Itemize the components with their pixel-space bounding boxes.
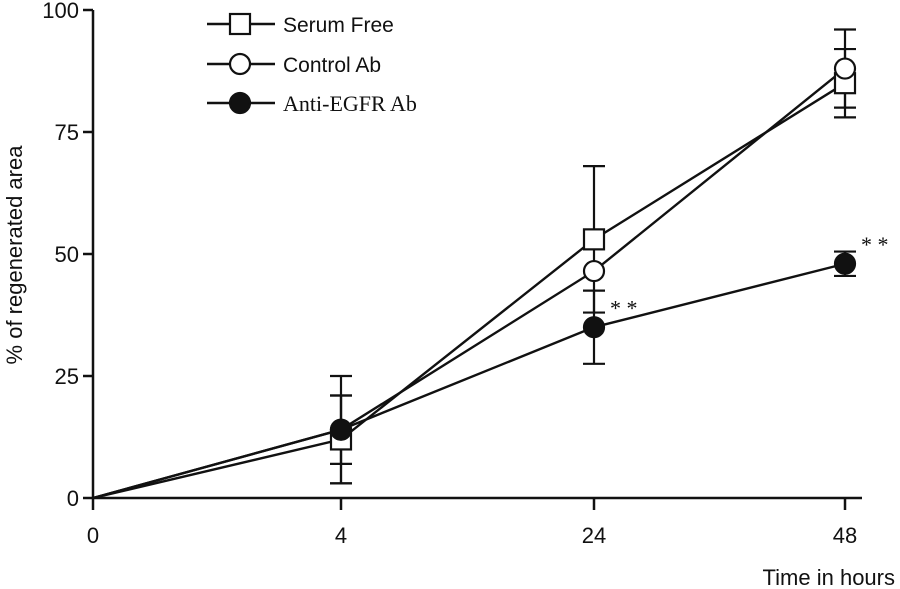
series-control-ab — [92, 28, 856, 500]
legend-marker — [228, 52, 252, 76]
data-point — [582, 316, 606, 339]
series-line — [92, 82, 846, 500]
legend-marker — [228, 12, 252, 36]
significance-annotation: * * — [861, 232, 889, 257]
y-tick-label: 25 — [55, 364, 79, 389]
legend-entry: Anti-EGFR Ab — [207, 91, 417, 116]
axes: 0 25 50 75 100 0 4 24 48 — [42, 0, 862, 548]
legend-entry: Serum Free — [207, 12, 394, 37]
legend-marker — [228, 91, 252, 115]
y-tick-label: 0 — [67, 486, 79, 511]
y-axis-title: % of regenerated area — [2, 145, 27, 365]
series-markers — [329, 72, 857, 451]
significance-annotation: * * — [610, 296, 638, 321]
data-point — [582, 228, 606, 251]
legend-label: Anti-EGFR Ab — [283, 91, 417, 116]
x-tick-label: 24 — [582, 523, 606, 548]
series-serum-free — [92, 47, 856, 500]
series-markers — [329, 252, 857, 441]
data-point — [582, 259, 606, 283]
legend-entry: Control Ab — [207, 52, 381, 77]
x-tick-label: 48 — [833, 523, 857, 548]
data-point — [833, 57, 857, 80]
series-anti-egfr-ab — [92, 250, 856, 500]
legend-label: Control Ab — [283, 54, 381, 77]
legend-label: Serum Free — [283, 14, 394, 37]
x-tick-label: 4 — [335, 523, 347, 548]
y-tick-label: 100 — [42, 0, 79, 23]
y-tick-label: 50 — [55, 242, 79, 267]
x-tick-label: 0 — [87, 523, 99, 548]
data-point — [833, 252, 857, 275]
x-axis-title: Time in hours — [763, 565, 895, 589]
legend: Serum Free Control Ab Anti-EGFR Ab — [207, 12, 417, 116]
series-layer: * * * * — [92, 28, 889, 500]
series-line — [92, 262, 846, 500]
y-tick-label: 75 — [55, 120, 79, 145]
series-line — [92, 67, 846, 500]
data-point — [329, 418, 353, 441]
